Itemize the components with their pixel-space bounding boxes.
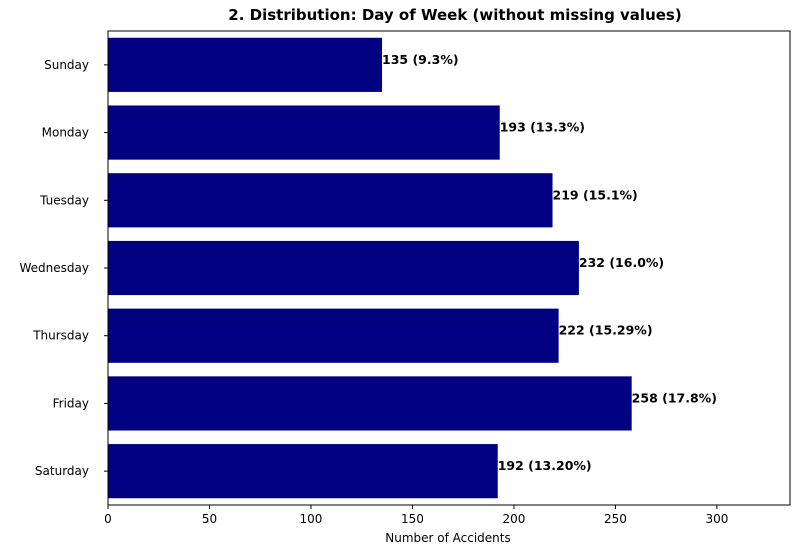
y-tick-label-monday: Monday bbox=[42, 126, 89, 140]
bar-tuesday bbox=[108, 173, 553, 228]
x-tick-label-250: 250 bbox=[604, 512, 627, 526]
x-tick-label-150: 150 bbox=[401, 512, 424, 526]
x-tick-label-100: 100 bbox=[300, 512, 323, 526]
data-label-friday: 258 (17.8%) bbox=[632, 390, 717, 405]
y-tick-label-saturday: Saturday bbox=[35, 464, 89, 478]
x-axis-ticks: 0 50 100 150 200 250 300 bbox=[104, 505, 728, 526]
bar-thursday bbox=[108, 308, 559, 363]
bar-sunday bbox=[108, 37, 383, 92]
x-tick-label-300: 300 bbox=[705, 512, 728, 526]
data-label-saturday: 192 (13.20%) bbox=[498, 458, 592, 473]
x-tick-label-200: 200 bbox=[502, 512, 525, 526]
y-tick-label-friday: Friday bbox=[53, 396, 89, 410]
chart-title: 2. Distribution: Day of Week (without mi… bbox=[228, 6, 681, 24]
y-tick-label-wednesday: Wednesday bbox=[20, 261, 89, 275]
x-axis-label: Number of Accidents bbox=[385, 531, 511, 545]
y-axis-ticks: Sunday Monday Tuesday Wednesday Thursday Frid… bbox=[20, 58, 108, 478]
data-label-sunday: 135 (9.3%) bbox=[382, 52, 459, 67]
x-tick-label-50: 50 bbox=[202, 512, 217, 526]
x-tick-label-0: 0 bbox=[104, 512, 112, 526]
y-tick-label-sunday: Sunday bbox=[44, 58, 89, 72]
y-tick-label-tuesday: Tuesday bbox=[39, 193, 89, 207]
y-tick-label-thursday: Thursday bbox=[32, 329, 89, 343]
data-labels-group: 135 (9.3%) 193 (13.3%) 219 (15.1%) 232 (16.… bbox=[382, 52, 717, 473]
bars-group bbox=[108, 37, 632, 499]
bar-monday bbox=[108, 105, 500, 160]
bar-saturday bbox=[108, 444, 498, 499]
bar-friday bbox=[108, 376, 632, 431]
data-label-wednesday: 232 (16.0%) bbox=[579, 255, 664, 270]
data-label-thursday: 222 (15.29%) bbox=[559, 323, 653, 338]
data-label-monday: 193 (13.3%) bbox=[500, 120, 585, 135]
plot-frame bbox=[107, 30, 791, 506]
bar-wednesday bbox=[108, 240, 579, 296]
data-label-tuesday: 219 (15.1%) bbox=[553, 187, 638, 202]
